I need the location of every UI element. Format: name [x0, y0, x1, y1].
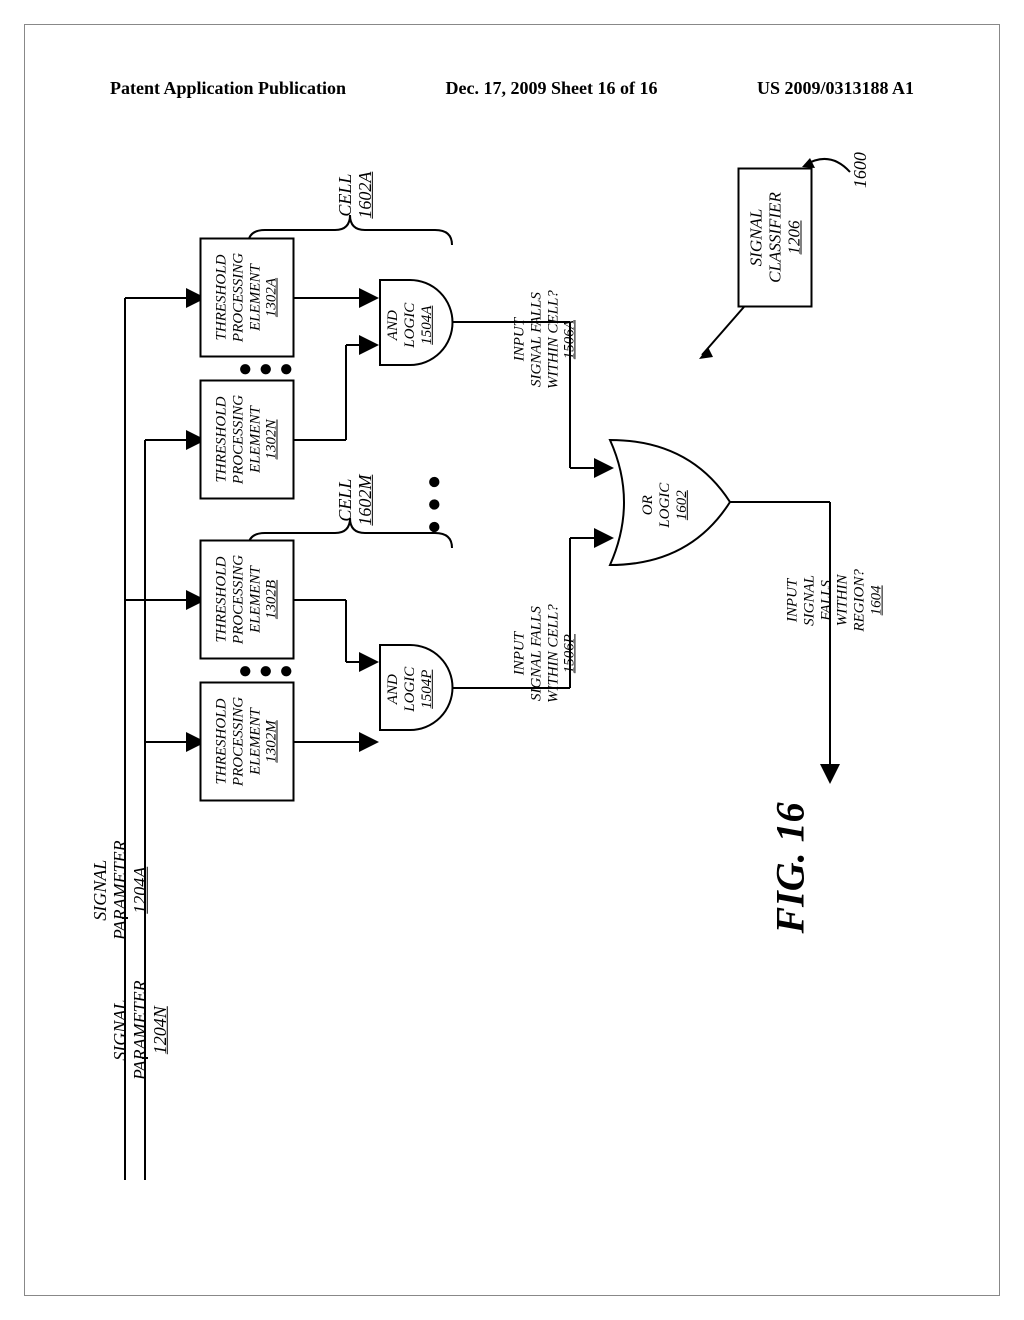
and-a-ref: 1504A	[418, 285, 435, 365]
and-a-text: AND LOGIC	[385, 303, 418, 348]
signal-classifier-box: SIGNAL CLASSIFIER 1206	[738, 168, 813, 308]
dots-thresh-m: ●●●	[238, 658, 300, 685]
cell-m-label: CELL 1602M	[335, 460, 375, 540]
sig-param-n-ref: 1204N	[150, 950, 170, 1110]
header-right: US 2009/0313188 A1	[757, 78, 914, 99]
thresh-n-ref: 1302N	[264, 420, 281, 460]
header-center: Dec. 17, 2009 Sheet 16 of 16	[446, 78, 658, 99]
thresh-b-ref: 1302B	[264, 580, 281, 619]
sig-param-n-text: SIGNAL PARAMETER	[110, 980, 150, 1080]
and-p-ref: 1504P	[418, 649, 435, 729]
sig-param-a-text: SIGNAL PARAMETER	[90, 840, 130, 940]
diagram-1600: 1600 SIGNAL CLASSIFIER 1206 SIGNAL PARAM…	[90, 140, 920, 1240]
cell-a-text: CELL	[335, 174, 355, 217]
thresh-b-text: THRESHOLD PROCESSING ELEMENT	[213, 555, 263, 644]
figure-label-text: FIG. 16	[768, 802, 813, 933]
threshold-box-1302a: THRESHOLD PROCESSING ELEMENT 1302A	[200, 238, 295, 358]
sig-param-a-ref: 1204A	[130, 810, 150, 970]
ref-1600-text: 1600	[850, 152, 870, 188]
threshold-box-1302b: THRESHOLD PROCESSING ELEMENT 1302B	[200, 540, 295, 660]
within-cell-p-label: INPUT SIGNAL FALLS WITHIN CELL? 1506P	[511, 569, 578, 739]
and-logic-p-label: AND LOGIC 1504P	[385, 649, 435, 729]
thresh-n-text: THRESHOLD PROCESSING ELEMENT	[213, 395, 263, 484]
thresh-m-ref: 1302M	[264, 720, 281, 763]
cell-a-ref: 1602A	[355, 155, 375, 235]
threshold-box-1302m: THRESHOLD PROCESSING ELEMENT 1302M	[200, 682, 295, 802]
cell-m-ref: 1602M	[355, 460, 375, 540]
within-cell-a-label: INPUT SIGNAL FALLS WITHIN CELL? 1506A	[511, 255, 578, 425]
signal-classifier-text: SIGNAL CLASSIFIER	[746, 192, 784, 283]
thresh-a-ref: 1302A	[264, 278, 281, 317]
diagram-ref-1600: 1600	[850, 140, 870, 200]
within-region-label: INPUT SIGNAL FALLS WITHIN REGION? 1604	[785, 535, 886, 665]
and-p-text: AND LOGIC	[385, 667, 418, 712]
dots-thresh-a: ●●●	[238, 356, 300, 383]
dots-between-and: ●●●	[420, 475, 447, 543]
thresh-m-text: THRESHOLD PROCESSING ELEMENT	[213, 697, 263, 786]
q-cell-p-ref: 1506P	[562, 569, 579, 739]
q-cell-p-text: INPUT SIGNAL FALLS WITHIN CELL?	[511, 604, 561, 703]
thresh-a-text: THRESHOLD PROCESSING ELEMENT	[213, 253, 263, 342]
cell-m-text: CELL	[335, 479, 355, 522]
page-header: Patent Application Publication Dec. 17, …	[110, 78, 914, 99]
figure-label: FIG. 16	[767, 754, 814, 934]
header-left: Patent Application Publication	[110, 78, 346, 99]
threshold-box-1302n: THRESHOLD PROCESSING ELEMENT 1302N	[200, 380, 295, 500]
q-cell-a-ref: 1506A	[562, 255, 579, 425]
q-region-ref: 1604	[869, 535, 886, 665]
signal-classifier-ref: 1206	[785, 221, 804, 255]
q-region-text: INPUT SIGNAL FALLS WITHIN REGION?	[785, 569, 868, 632]
or-logic-label: OR LOGIC 1602	[640, 465, 690, 545]
or-ref: 1602	[673, 465, 690, 545]
q-cell-a-text: INPUT SIGNAL FALLS WITHIN CELL?	[511, 290, 561, 389]
or-text: OR LOGIC	[640, 483, 673, 528]
cell-a-label: CELL 1602A	[335, 155, 375, 235]
and-logic-a-label: AND LOGIC 1504A	[385, 285, 435, 365]
signal-parameter-n-label: SIGNAL PARAMETER 1204N	[110, 950, 170, 1110]
signal-parameter-a-label: SIGNAL PARAMETER 1204A	[90, 810, 150, 970]
